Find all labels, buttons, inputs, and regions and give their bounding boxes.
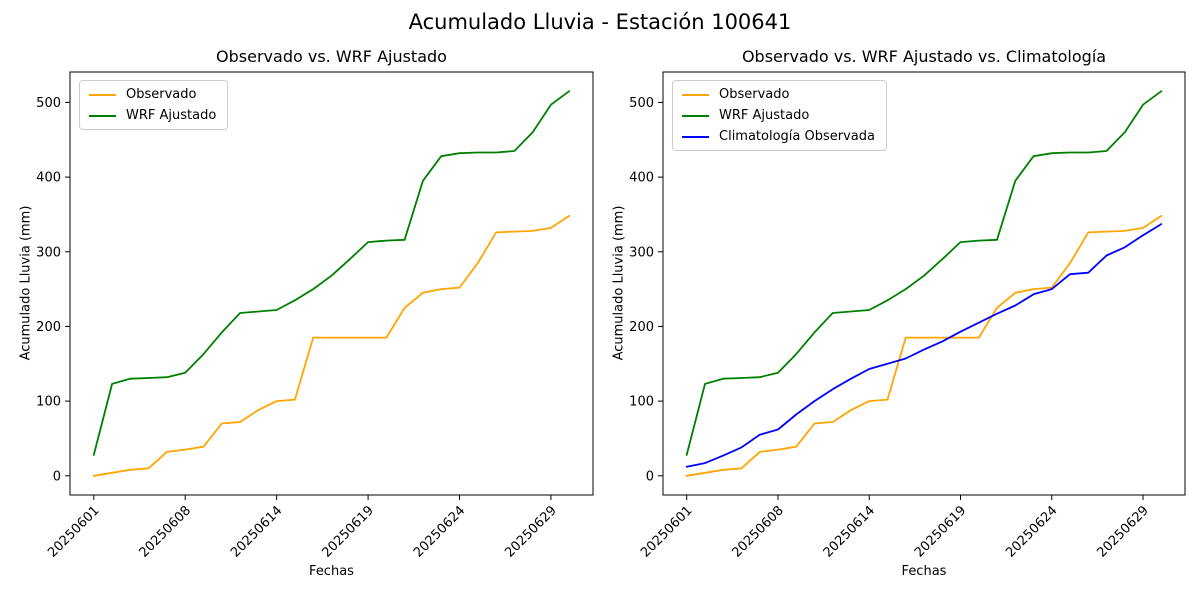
- x-tick-label: 20250608: [137, 503, 194, 560]
- x-tick-label: 20250608: [729, 503, 786, 560]
- y-tick-label: 400: [36, 171, 61, 186]
- series-line-wrf-ajustado: [92, 90, 571, 456]
- legend-line-swatch: [682, 114, 709, 117]
- x-tick-label: 20250614: [821, 503, 878, 560]
- axes-border: [69, 71, 594, 496]
- legend-label: WRF Ajustado: [719, 108, 810, 123]
- y-tick-label: 100: [36, 395, 61, 410]
- figure-title: Acumulado Lluvia - Estación 100641: [408, 10, 792, 34]
- x-tick-label: 20250624: [411, 503, 468, 560]
- y-tick-label: 0: [53, 469, 61, 484]
- legend-label: WRF Ajustado: [126, 108, 217, 123]
- x-tick-label: 20250629: [502, 503, 559, 560]
- legend-right: Observado WRF Ajustado Climatología Observ…: [672, 80, 887, 151]
- legend-item: Observado: [89, 86, 216, 103]
- x-tick-label: 20250619: [320, 503, 377, 560]
- y-tick-label: 100: [629, 395, 654, 410]
- legend-label: Climatología Observada: [719, 129, 875, 144]
- y-tick-label: 300: [36, 245, 61, 260]
- y-tick-label: 200: [36, 320, 61, 335]
- legend-left: Observado WRF Ajustado: [79, 80, 229, 130]
- x-tick-label: 20250624: [1003, 503, 1060, 560]
- legend-line-swatch: [682, 93, 709, 96]
- x-tick-label: 20250619: [912, 503, 969, 560]
- y-tick-label: 300: [629, 245, 654, 260]
- legend-item: WRF Ajustado: [89, 107, 216, 124]
- y-tick-label: 500: [36, 96, 61, 111]
- x-tick-label: 20250629: [1094, 503, 1151, 560]
- legend-line-swatch: [89, 93, 116, 96]
- y-tick-label: 0: [646, 469, 654, 484]
- series-line-climatolog-a-observada: [685, 223, 1163, 468]
- y-axis-label-right: Acumulado Lluvia (mm): [611, 205, 627, 361]
- x-tick-label: 20250601: [45, 503, 102, 560]
- y-tick-label: 200: [629, 320, 654, 335]
- x-tick-label: 20250601: [638, 503, 695, 560]
- subplot-title-left: Observado vs. WRF Ajustado: [216, 47, 447, 66]
- series-line-observado: [92, 214, 571, 477]
- legend-label: Observado: [126, 87, 197, 102]
- legend-line-swatch: [89, 114, 116, 117]
- y-tick-label: 500: [629, 96, 654, 111]
- legend-item: Climatología Observada: [682, 128, 875, 145]
- legend-line-swatch: [682, 135, 709, 138]
- x-tick-label: 20250614: [228, 503, 285, 560]
- legend-item: Observado: [682, 86, 875, 103]
- x-axis-label-left: Fechas: [309, 564, 354, 579]
- y-tick-label: 400: [629, 171, 654, 186]
- legend-item: WRF Ajustado: [682, 107, 875, 124]
- x-axis-label-right: Fechas: [901, 564, 947, 579]
- y-axis-label-left: Acumulado Lluvia (mm): [18, 205, 34, 361]
- subplot-title-right: Observado vs. WRF Ajustado vs. Climatolo…: [741, 47, 1107, 66]
- legend-label: Observado: [719, 87, 790, 102]
- series-line-observado: [685, 214, 1163, 477]
